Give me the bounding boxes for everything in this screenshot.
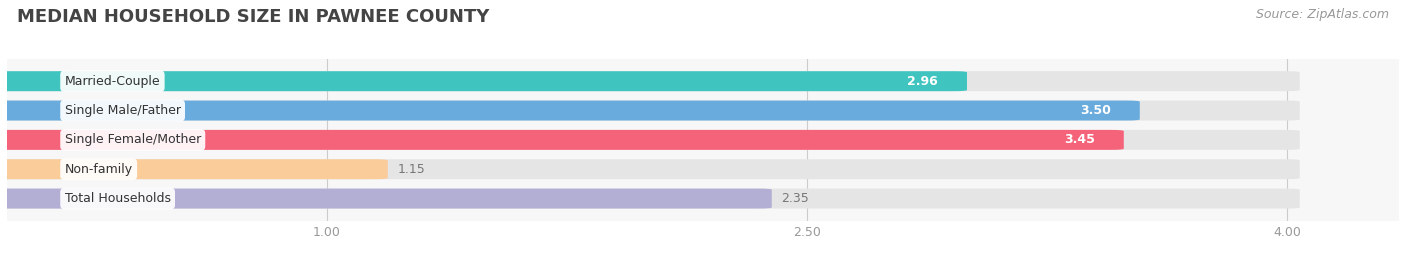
Text: Total Households: Total Households xyxy=(65,192,170,205)
FancyBboxPatch shape xyxy=(0,130,1123,150)
FancyBboxPatch shape xyxy=(0,71,967,91)
FancyBboxPatch shape xyxy=(0,189,1299,208)
Text: Married-Couple: Married-Couple xyxy=(65,75,160,88)
FancyBboxPatch shape xyxy=(0,71,1299,91)
FancyBboxPatch shape xyxy=(0,101,1140,121)
Text: 1.15: 1.15 xyxy=(398,163,425,176)
Text: 2.96: 2.96 xyxy=(907,75,938,88)
FancyBboxPatch shape xyxy=(0,159,388,179)
Text: Single Female/Mother: Single Female/Mother xyxy=(65,133,201,146)
FancyBboxPatch shape xyxy=(0,189,772,208)
FancyBboxPatch shape xyxy=(0,101,1299,121)
Text: 3.50: 3.50 xyxy=(1080,104,1111,117)
Text: 3.45: 3.45 xyxy=(1064,133,1095,146)
FancyBboxPatch shape xyxy=(0,130,1299,150)
Text: Source: ZipAtlas.com: Source: ZipAtlas.com xyxy=(1256,8,1389,21)
Text: MEDIAN HOUSEHOLD SIZE IN PAWNEE COUNTY: MEDIAN HOUSEHOLD SIZE IN PAWNEE COUNTY xyxy=(17,8,489,26)
FancyBboxPatch shape xyxy=(0,159,1299,179)
Text: Non-family: Non-family xyxy=(65,163,132,176)
Text: Single Male/Father: Single Male/Father xyxy=(65,104,180,117)
Text: 2.35: 2.35 xyxy=(782,192,808,205)
